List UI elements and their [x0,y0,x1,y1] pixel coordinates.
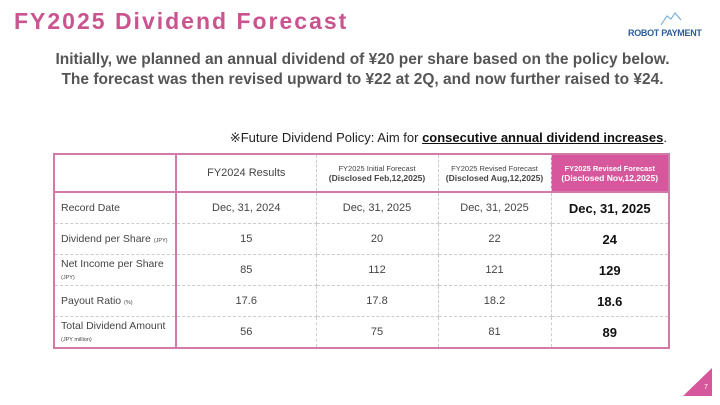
table-cell: Dec, 31, 2025 [550,191,670,224]
dividend-policy: ※Future Dividend Policy: Aim for consecu… [0,130,667,146]
table-row: Payout Ratio (%) 17.6 17.8 18.2 18.6 [53,285,670,317]
intro-line: The forecast was then revised upward to … [61,71,664,88]
policy-suffix: . [663,130,667,145]
policy-prefix: ※Future Dividend Policy: Aim for [229,130,423,145]
table-cell: 20 [315,223,439,255]
logo-text: ROBOT PAYMENT [628,28,702,38]
unit-text: (JPY million) [61,337,92,343]
unit-text: (%) [124,300,133,306]
table-cell: 15 [175,223,317,255]
unit-text: (JPY) [153,238,168,244]
table-cell: 22 [437,223,552,255]
label-text: Net Income per Share [61,258,164,270]
row-label: Net Income per Share (JPY) [53,254,177,286]
page-title: FY2025 Dividend Forecast [14,8,349,34]
table-cell: Dec, 31, 2025 [437,191,552,224]
table-row: Net Income per Share (JPY) 85 112 121 129 [53,254,670,286]
table-cell: 129 [550,254,670,286]
table-cell: 75 [315,316,439,349]
header-line: (Disclosed Nov,12,2025) [561,172,659,183]
header-revised-nov: FY2025 Revised Forecast (Disclosed Nov,12… [550,153,670,193]
table-cell: 18.2 [437,285,552,317]
table-cell: 56 [175,316,317,349]
header-initial: FY2025 Initial Forecast (Disclosed Feb,12… [315,153,439,193]
table-cell: 89 [550,316,670,349]
row-label: Record Date [53,191,177,224]
table-cell: 112 [315,254,439,286]
table-row: Record Date Dec, 31, 2024 Dec, 31, 2025 De… [53,191,670,224]
header-row: FY2024 Results FY2025 Initial Forecast (D… [53,153,670,193]
table-cell: 17.6 [175,285,317,317]
policy-emphasis: consecutive annual dividend increases [422,130,664,145]
header-line: (Disclosed Feb,12,2025) [328,172,426,183]
header-blank [53,153,177,193]
row-label: Total Dividend Amount (JPY million) [53,316,177,349]
header-line: FY2025 Initial Forecast [338,163,416,173]
table-row: Dividend per Share (JPY) 15 20 22 24 [53,223,670,255]
header-fy2024: FY2024 Results [175,153,317,193]
intro-line: Initially, we planned an annual dividend… [55,51,670,68]
unit-text: (JPY) [61,275,75,281]
header-line: FY2025 Revised Forecast [451,163,538,173]
table-row: Total Dividend Amount (JPY million) 56 75 8… [53,316,670,349]
label-text: Total Dividend Amount [61,320,166,332]
label-text: Record Date [61,202,120,214]
intro-text: Initially, we planned an annual dividend… [20,50,705,90]
row-label: Dividend per Share (JPY) [53,223,177,255]
cloud-icon [660,12,682,26]
table-cell: 18.6 [550,285,670,317]
table-cell: Dec, 31, 2024 [175,191,317,224]
table-cell: 85 [175,254,317,286]
table-cell: 81 [437,316,552,349]
row-label: Payout Ratio (%) [53,285,177,317]
label-text: Payout Ratio [61,295,122,307]
header-line: FY2024 Results [207,167,286,179]
table-cell: 121 [437,254,552,286]
header-line: FY2025 Revised Forecast [564,163,655,173]
page-corner [683,368,712,396]
table-cell: Dec, 31, 2025 [315,191,439,224]
label-text: Dividend per Share [61,233,151,245]
page-number: 7 [704,384,708,391]
table-cell: 24 [550,223,670,255]
logo: ROBOT PAYMENT [628,12,713,38]
header-line: (Disclosed Aug,12,2025) [445,172,544,183]
header-revised-aug: FY2025 Revised Forecast (Disclosed Aug,12… [437,153,552,193]
dividend-table: FY2024 Results FY2025 Initial Forecast (D… [53,153,670,349]
table-cell: 17.8 [315,285,439,317]
